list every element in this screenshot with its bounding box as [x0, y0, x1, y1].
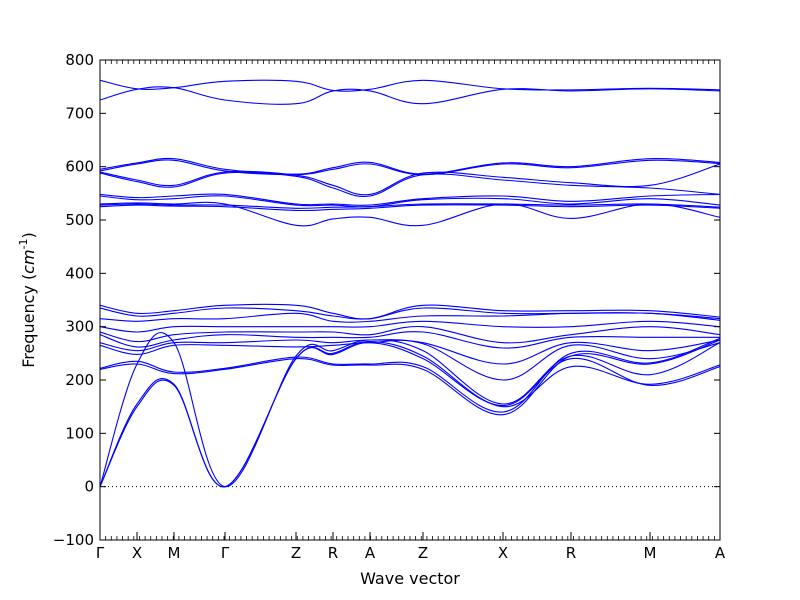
phonon-branch — [100, 331, 720, 349]
phonon-branch — [100, 326, 720, 344]
phonon-branch — [100, 163, 720, 196]
phonon-branch — [100, 79, 720, 92]
phonon-branch — [100, 201, 720, 227]
phonon-branch — [100, 193, 720, 206]
y-tick-label: 700 — [65, 104, 94, 122]
x-tick-label: M — [168, 544, 181, 562]
x-tick-label: A — [715, 544, 726, 562]
phonon-branch — [100, 312, 720, 323]
phonon-branch — [100, 204, 720, 212]
y-tick-label: 500 — [65, 211, 94, 229]
y-tick-label: 800 — [65, 51, 94, 69]
y-axis-label-unit-exponent: -1 — [17, 238, 30, 249]
x-tick-label: R — [566, 544, 576, 562]
phonon-branch — [100, 171, 720, 198]
x-tick-label: Z — [291, 544, 301, 562]
x-tick-label: R — [328, 544, 338, 562]
x-tick-label: Γ — [221, 544, 230, 562]
phonon-branch — [100, 342, 720, 488]
x-tick-label: Z — [418, 544, 428, 562]
phonon-branch — [100, 86, 720, 105]
x-axis-label: Wave vector — [360, 569, 460, 588]
phonon-branch — [100, 339, 720, 365]
phonon-branch — [100, 303, 720, 320]
phonon-branch — [100, 157, 720, 175]
plot-area — [100, 79, 720, 488]
phonon-branch — [100, 339, 720, 381]
x-tick-label: X — [498, 544, 508, 562]
y-axis-label-text: Frequency — [19, 285, 38, 368]
axis-labels: Wave vector Frequency (cm-1) — [17, 232, 460, 588]
y-axis-label-unit: cm — [19, 249, 38, 273]
y-tick-label: 600 — [65, 158, 94, 176]
phonon-branch — [100, 337, 720, 413]
phonon-branch — [100, 159, 720, 176]
x-tick-label: X — [132, 544, 142, 562]
y-tick-label: 100 — [65, 424, 94, 442]
phonon-branch — [100, 339, 720, 416]
y-tick-label: 0 — [84, 478, 94, 496]
axes: −100 0 100 200 300 400 500 600 700 800 Γ X M Γ Z R A Z X R M… — [53, 51, 726, 562]
phonon-branch — [100, 307, 720, 320]
phonon-branch — [100, 341, 720, 488]
x-tick-label: Γ — [96, 544, 105, 562]
y-tick-label: 400 — [65, 264, 94, 282]
phonon-branch — [100, 195, 720, 208]
y-tick-label: 200 — [65, 371, 94, 389]
y-tick-label: −100 — [53, 531, 94, 549]
y-tick-label: 300 — [65, 318, 94, 336]
y-axis-label: Frequency (cm-1) — [17, 232, 38, 368]
x-tick-label: M — [644, 544, 657, 562]
plot-frame — [99, 59, 721, 541]
x-tick-label: A — [365, 544, 376, 562]
phonon-branch — [100, 320, 720, 333]
